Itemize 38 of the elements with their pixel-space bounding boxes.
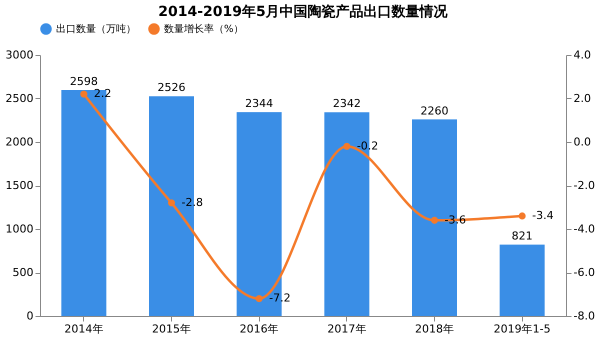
data-label: -3.6	[444, 213, 466, 226]
data-label: 2598	[70, 74, 98, 88]
legend-label: 数量增长率（%）	[164, 23, 244, 35]
y-tick-label: 2000	[6, 136, 34, 148]
legend-label: 出口数量（万吨）	[56, 23, 136, 35]
bar	[500, 244, 545, 316]
point	[518, 212, 526, 220]
data-label: 2260	[420, 104, 448, 118]
x-tick-label: 2014年	[64, 322, 104, 336]
x-tick-label: 2016年	[240, 322, 279, 336]
point	[80, 90, 88, 98]
point	[168, 199, 176, 206]
x-tick-label: 2018年	[415, 322, 454, 336]
y-tick-label: 3000	[6, 48, 34, 62]
y2-tick-label: -6.0	[574, 266, 595, 279]
y-tick-label: 0	[26, 310, 34, 322]
data-label: 2526	[158, 81, 186, 94]
y2-tick-label: -8.0	[574, 310, 595, 322]
data-label: 2342	[332, 97, 361, 110]
y-tick-label: 1500	[6, 179, 34, 192]
point	[256, 295, 263, 302]
x-tick-label: 2015年	[152, 322, 191, 336]
point	[430, 216, 438, 224]
x-tick-label: 2019年1-5	[494, 322, 551, 336]
y-tick-label: 2500	[6, 92, 34, 105]
x-tick-label: 2017年	[327, 322, 366, 336]
y-tick-label: 1000	[6, 222, 34, 236]
y2-tick-label: -4.0	[574, 222, 595, 236]
y-tick-label: 500	[12, 266, 34, 279]
chart-title: 2014-2019年5月中国陶瓷产品出口数量情况	[158, 3, 449, 20]
y2-tick-label: 4.0	[574, 48, 591, 62]
y2-tick-label: -2.0	[574, 179, 595, 192]
data-label: 821	[512, 230, 533, 243]
data-label: -3.4	[532, 208, 554, 222]
data-label: 2344	[245, 97, 274, 110]
point	[343, 142, 350, 150]
y2-tick-label: 2.0	[574, 92, 591, 105]
y2-tick-label: 0.0	[574, 136, 591, 148]
